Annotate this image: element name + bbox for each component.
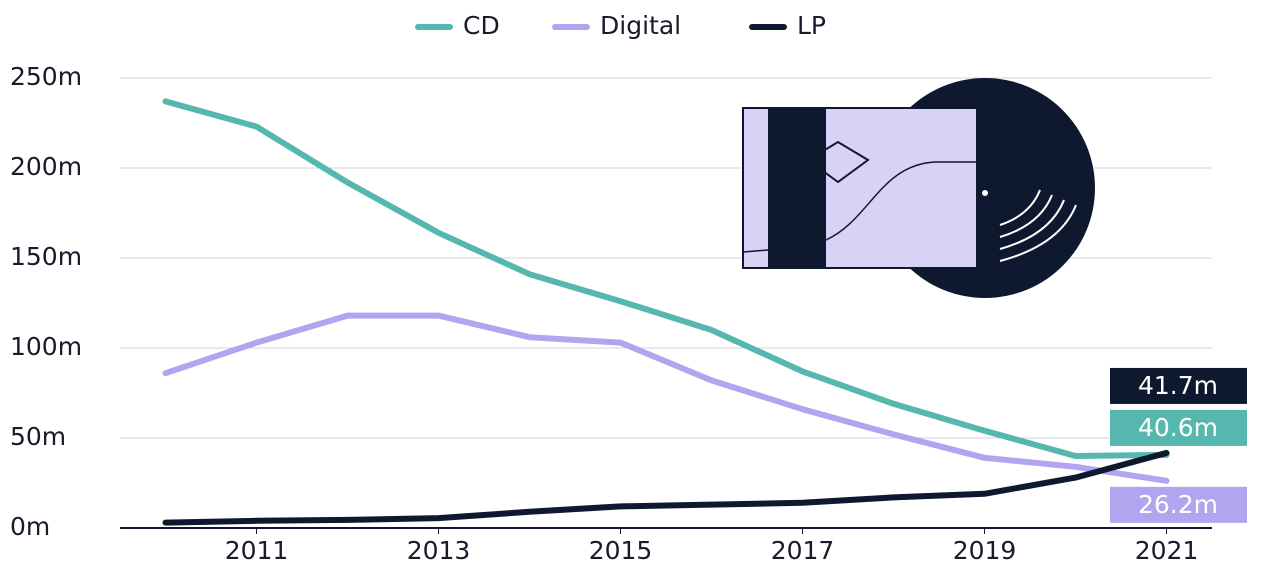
value-label: 26.2m (1138, 490, 1218, 519)
y-tick-label: 50m (10, 422, 66, 451)
record-hole (982, 190, 988, 196)
value-label-box (1110, 486, 1247, 523)
legend-label: Digital (600, 11, 681, 40)
value-label-box (1110, 367, 1247, 404)
y-tick-label: 250m (10, 62, 82, 91)
series-line (162, 98, 1170, 459)
value-label-box (1110, 409, 1247, 446)
series-line (162, 449, 1170, 526)
y-tick-label: 100m (10, 332, 82, 361)
x-tick-label: 2017 (771, 536, 835, 565)
cover-diamond (806, 140, 870, 184)
legend-label: LP (797, 11, 826, 40)
y-tick-label: 0m (10, 512, 50, 541)
y-tick-label: 150m (10, 242, 82, 271)
cover-stripe (768, 108, 826, 268)
series-line (162, 312, 1170, 484)
x-tick-label: 2019 (953, 536, 1017, 565)
record-grooves (999, 189, 1077, 262)
x-tick-label: 2021 (1135, 536, 1199, 565)
illustration (742, 78, 1095, 298)
plot: 40.6m 26.2m 41.7m (162, 98, 1247, 526)
legend: CD Digital LP (415, 11, 826, 40)
x-tick-label: 2015 (589, 536, 653, 565)
legend-label: CD (463, 11, 500, 40)
y-tick-label: 200m (10, 152, 82, 181)
value-label: 41.7m (1138, 371, 1218, 400)
cover-line (742, 249, 769, 253)
x-tick-label: 2011 (225, 536, 289, 565)
value-label: 40.6m (1138, 413, 1218, 442)
x-tick-label: 2013 (407, 536, 471, 565)
cover-curve (825, 161, 977, 241)
